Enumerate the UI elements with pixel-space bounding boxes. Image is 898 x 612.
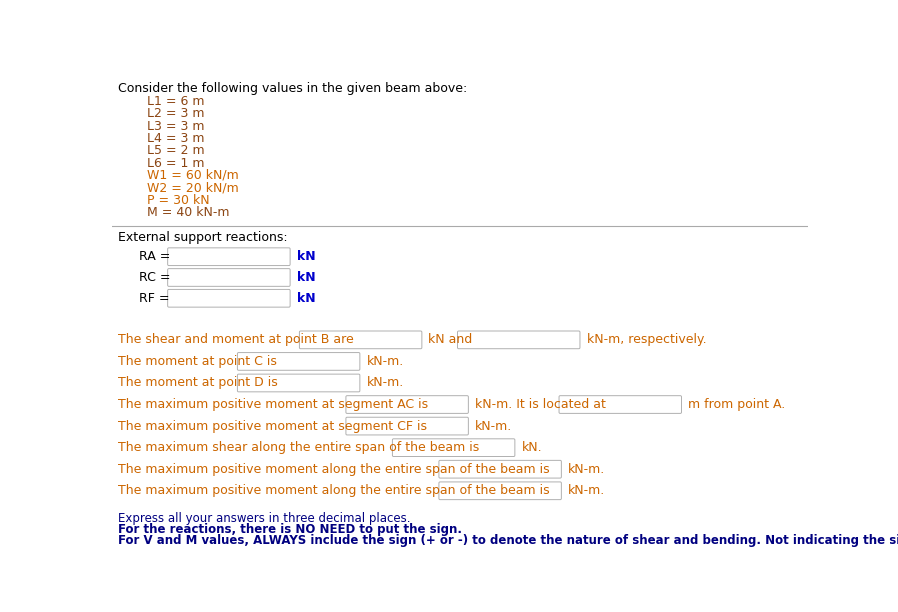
Text: RA =: RA = <box>139 250 171 263</box>
Text: kN: kN <box>296 250 315 263</box>
Text: External support reactions:: External support reactions: <box>119 231 288 244</box>
Text: For V and M values, ALWAYS include the sign (+ or -) to denote the nature of she: For V and M values, ALWAYS include the s… <box>119 534 898 547</box>
Text: The shear and moment at point B are: The shear and moment at point B are <box>119 334 354 346</box>
Text: kN-m.: kN-m. <box>475 420 512 433</box>
FancyBboxPatch shape <box>392 439 515 457</box>
Text: kN-m.: kN-m. <box>366 376 404 389</box>
FancyBboxPatch shape <box>168 248 290 266</box>
FancyBboxPatch shape <box>299 331 422 349</box>
Text: W1 = 60 kN/m: W1 = 60 kN/m <box>147 169 239 182</box>
Text: The maximum shear along the entire span of the beam is: The maximum shear along the entire span … <box>119 441 480 454</box>
FancyBboxPatch shape <box>237 353 360 370</box>
Text: The maximum positive moment at segment CF is: The maximum positive moment at segment C… <box>119 420 427 433</box>
Text: The moment at point D is: The moment at point D is <box>119 376 278 389</box>
Text: L1 = 6 m: L1 = 6 m <box>147 95 205 108</box>
Text: L3 = 3 m: L3 = 3 m <box>147 119 205 133</box>
Text: m from point A.: m from point A. <box>688 398 786 411</box>
Text: kN: kN <box>296 292 315 305</box>
FancyBboxPatch shape <box>439 460 561 478</box>
FancyBboxPatch shape <box>168 289 290 307</box>
FancyBboxPatch shape <box>439 482 561 499</box>
Text: kN-m. It is located at: kN-m. It is located at <box>475 398 606 411</box>
Text: kN.: kN. <box>522 441 542 454</box>
Text: RC =: RC = <box>139 271 171 284</box>
Text: kN-m.: kN-m. <box>568 463 605 476</box>
Text: kN: kN <box>296 271 315 284</box>
Text: M = 40 kN-m: M = 40 kN-m <box>147 206 230 219</box>
Text: The maximum positive moment along the entire span of the beam is: The maximum positive moment along the en… <box>119 484 550 498</box>
Text: RF =: RF = <box>139 292 170 305</box>
Text: The maximum positive moment at segment AC is: The maximum positive moment at segment A… <box>119 398 428 411</box>
Text: P = 30 kN: P = 30 kN <box>147 193 210 207</box>
Text: kN and: kN and <box>428 334 472 346</box>
Text: W2 = 20 kN/m: W2 = 20 kN/m <box>147 181 239 194</box>
Text: L6 = 1 m: L6 = 1 m <box>147 157 205 170</box>
FancyBboxPatch shape <box>457 331 580 349</box>
Text: kN-m.: kN-m. <box>568 484 605 498</box>
FancyBboxPatch shape <box>168 269 290 286</box>
FancyBboxPatch shape <box>559 396 682 413</box>
Text: L2 = 3 m: L2 = 3 m <box>147 107 205 121</box>
Text: L5 = 2 m: L5 = 2 m <box>147 144 205 157</box>
Text: The moment at point C is: The moment at point C is <box>119 355 277 368</box>
FancyBboxPatch shape <box>237 374 360 392</box>
Text: The maximum positive moment along the entire span of the beam is: The maximum positive moment along the en… <box>119 463 550 476</box>
FancyBboxPatch shape <box>346 396 469 413</box>
Text: Express all your answers in three decimal places.: Express all your answers in three decima… <box>119 512 411 525</box>
Text: L4 = 3 m: L4 = 3 m <box>147 132 205 145</box>
Text: kN-m.: kN-m. <box>366 355 404 368</box>
Text: kN-m, respectively.: kN-m, respectively. <box>586 334 706 346</box>
Text: Consider the following values in the given beam above:: Consider the following values in the giv… <box>119 82 468 95</box>
Text: For the reactions, there is NO NEED to put the sign.: For the reactions, there is NO NEED to p… <box>119 523 462 536</box>
FancyBboxPatch shape <box>346 417 469 435</box>
